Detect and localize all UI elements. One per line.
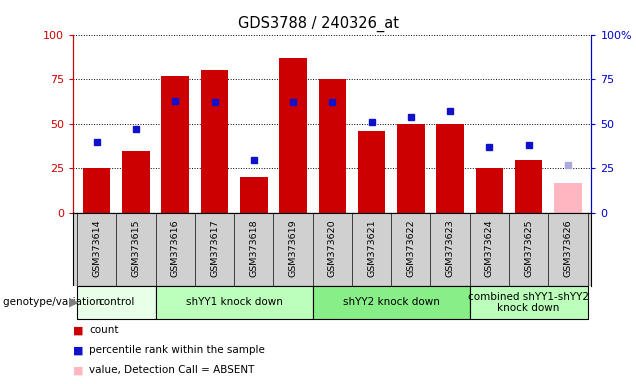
Text: shYY2 knock down: shYY2 knock down [343, 297, 439, 308]
Text: GSM373619: GSM373619 [289, 219, 298, 276]
Text: GDS3788 / 240326_at: GDS3788 / 240326_at [237, 15, 399, 31]
Bar [313, 286, 470, 319]
Text: value, Detection Call = ABSENT: value, Detection Call = ABSENT [89, 365, 254, 375]
Bar [279, 58, 307, 213]
Text: percentile rank within the sample: percentile rank within the sample [89, 345, 265, 355]
Text: ■: ■ [73, 345, 84, 355]
Bar [122, 151, 149, 213]
Bar [77, 286, 156, 319]
Text: count: count [89, 325, 118, 335]
Text: GSM373622: GSM373622 [406, 219, 415, 276]
Bar [436, 124, 464, 213]
Text: ■: ■ [73, 325, 84, 335]
Bar [240, 177, 268, 213]
Text: GSM373625: GSM373625 [524, 219, 533, 276]
Bar [476, 169, 503, 213]
Bar [554, 183, 582, 213]
Bar [470, 286, 588, 319]
Bar [397, 124, 425, 213]
Text: GSM373614: GSM373614 [92, 219, 101, 276]
Text: GSM373626: GSM373626 [563, 219, 572, 276]
Text: combined shYY1-shYY2
knock down: combined shYY1-shYY2 knock down [468, 291, 589, 313]
Bar [156, 286, 313, 319]
Text: control: control [98, 297, 135, 308]
Text: GSM373620: GSM373620 [328, 219, 337, 276]
Bar [358, 131, 385, 213]
Bar [515, 160, 543, 213]
Text: GSM373624: GSM373624 [485, 219, 494, 276]
Bar [83, 169, 111, 213]
Text: GSM373618: GSM373618 [249, 219, 258, 276]
Text: ■: ■ [73, 365, 84, 375]
Text: GSM373616: GSM373616 [170, 219, 180, 276]
Bar [201, 70, 228, 213]
Text: shYY1 knock down: shYY1 knock down [186, 297, 282, 308]
Text: ▶: ▶ [69, 296, 78, 309]
Text: genotype/variation: genotype/variation [3, 297, 106, 308]
Text: GSM373621: GSM373621 [367, 219, 376, 276]
Text: GSM373617: GSM373617 [210, 219, 219, 276]
Text: GSM373623: GSM373623 [446, 219, 455, 277]
Bar [319, 79, 346, 213]
Text: GSM373615: GSM373615 [132, 219, 141, 276]
Bar [162, 76, 189, 213]
